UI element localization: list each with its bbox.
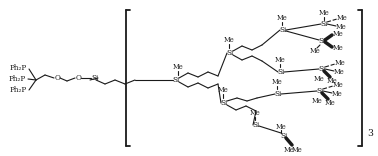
Text: Me: Me (173, 63, 183, 71)
Text: Me: Me (333, 44, 343, 52)
Text: Me: Me (249, 109, 260, 117)
Text: Me: Me (277, 14, 287, 22)
Text: Si: Si (226, 49, 234, 57)
Text: Me: Me (291, 146, 302, 154)
Text: Si: Si (318, 65, 325, 73)
Text: Si: Si (318, 37, 325, 45)
Text: Me: Me (284, 146, 294, 154)
Text: Me: Me (325, 99, 335, 107)
Text: Me: Me (224, 36, 234, 44)
Text: Me: Me (314, 75, 324, 83)
Text: Si: Si (172, 76, 180, 84)
Text: Me: Me (275, 56, 285, 64)
Text: Si: Si (280, 132, 288, 140)
Text: Si: Si (253, 121, 260, 129)
Text: Ph₂P: Ph₂P (9, 64, 26, 72)
Text: Me: Me (319, 9, 329, 17)
Text: Me: Me (336, 23, 346, 31)
Text: 3: 3 (367, 129, 373, 139)
Text: Si: Si (321, 20, 328, 28)
Text: Si: Si (91, 74, 99, 82)
Text: O: O (76, 74, 82, 82)
Text: Si: Si (220, 99, 228, 107)
Text: Ph₂P: Ph₂P (9, 86, 26, 94)
Text: Me: Me (310, 47, 321, 55)
Text: Me: Me (334, 68, 344, 76)
Text: Me: Me (337, 14, 347, 22)
Text: Si: Si (279, 26, 287, 34)
Text: O: O (55, 74, 61, 82)
Text: Ph₂P: Ph₂P (8, 75, 26, 83)
Text: Me: Me (276, 123, 287, 131)
Text: Me: Me (332, 90, 342, 98)
Text: Me: Me (327, 77, 338, 85)
Text: Si: Si (316, 87, 324, 95)
Text: Me: Me (335, 59, 345, 67)
Text: Si: Si (274, 90, 282, 98)
Text: Me: Me (218, 86, 228, 94)
Text: Me: Me (272, 78, 282, 86)
Text: Me: Me (333, 81, 343, 89)
Text: Me: Me (311, 97, 322, 105)
Text: Me: Me (333, 30, 343, 38)
Text: Si: Si (277, 68, 285, 76)
